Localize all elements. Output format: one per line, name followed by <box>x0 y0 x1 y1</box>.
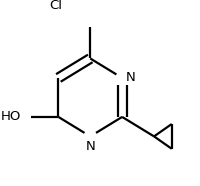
Text: Cl: Cl <box>49 0 62 12</box>
Text: HO: HO <box>1 110 21 124</box>
Text: N: N <box>85 140 95 153</box>
Text: N: N <box>126 71 135 84</box>
